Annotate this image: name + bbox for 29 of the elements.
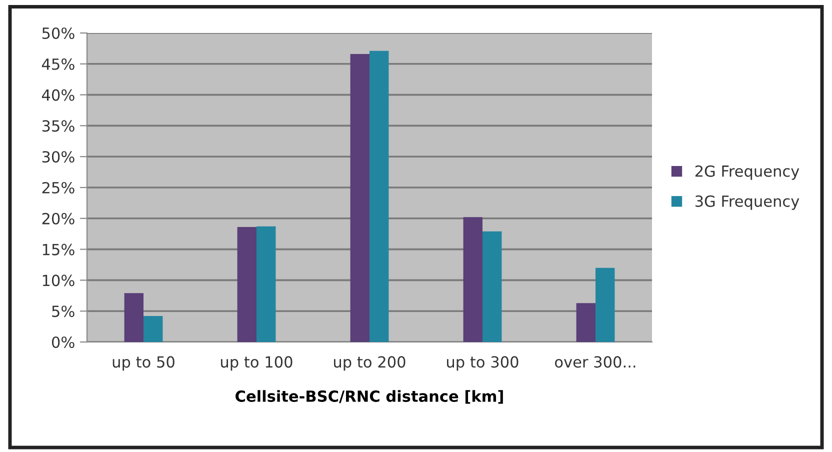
bar	[144, 316, 163, 342]
legend-label: 2G Frequency	[695, 165, 800, 180]
legend-label: 3G Frequency	[695, 195, 800, 210]
y-tick-label: 30%	[42, 151, 74, 163]
bar	[482, 231, 502, 342]
y-tick-label: 0%	[52, 336, 74, 348]
bar	[596, 268, 615, 342]
x-axis-title: Cellsite-BSC/RNC distance [km]	[236, 390, 503, 404]
y-tick-label: 20%	[42, 212, 74, 224]
y-tick-label: 50%	[42, 27, 74, 40]
y-tick-label: 5%	[52, 306, 74, 318]
bar	[237, 227, 256, 342]
bar	[350, 54, 370, 342]
x-tick-label: over 300...	[555, 356, 636, 368]
y-tick-label: 15%	[42, 244, 74, 256]
bar	[463, 217, 482, 342]
y-tick-label: 40%	[42, 89, 74, 101]
bar	[370, 50, 389, 342]
x-tick-label: up to 300	[447, 356, 518, 371]
x-tick-label: up to 100	[221, 356, 292, 371]
bar	[256, 226, 276, 342]
bar	[576, 303, 596, 342]
y-tick-label: 35%	[42, 120, 74, 132]
y-tick-label: 45%	[42, 58, 74, 70]
y-tick-label: 10%	[42, 274, 74, 286]
x-tick-label: up to 200	[334, 356, 406, 371]
bar	[124, 293, 144, 342]
x-tick-label: up to 50	[112, 356, 174, 371]
y-tick-label: 25%	[42, 182, 74, 194]
